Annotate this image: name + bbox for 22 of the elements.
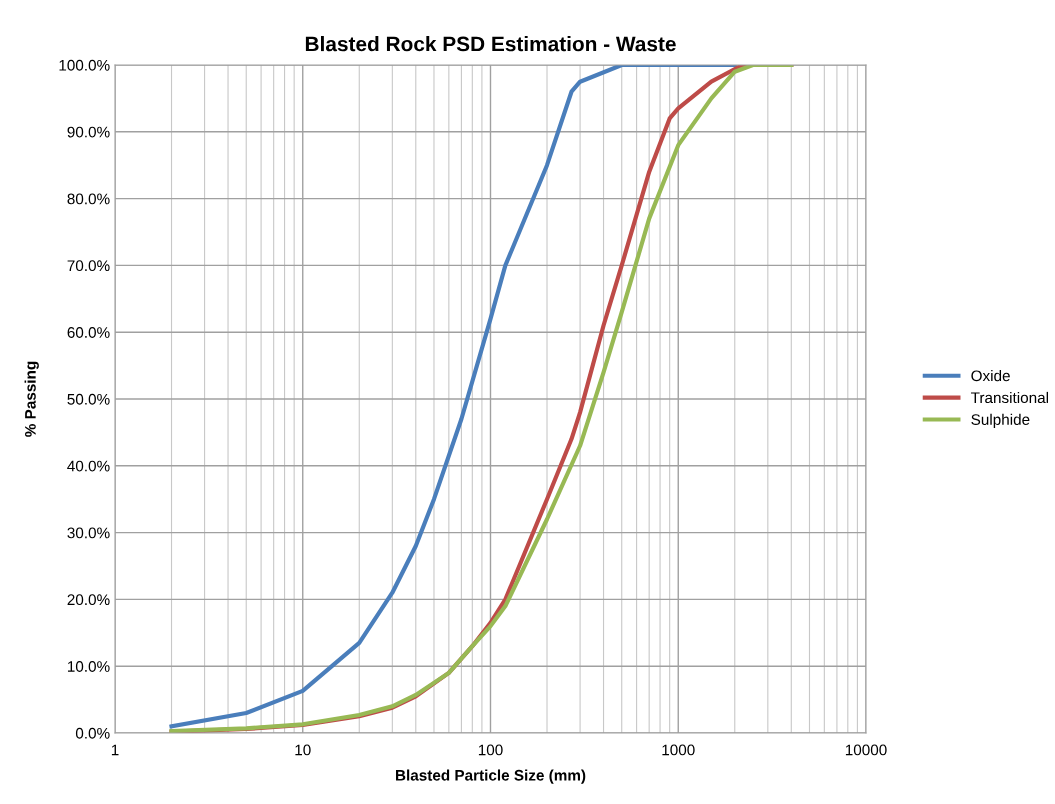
y-tick-label: 90.0% — [67, 126, 110, 138]
y-tick-label: 0.0% — [75, 727, 110, 739]
x-tick-label: 100 — [478, 744, 503, 756]
x-tick-label: 10 — [295, 744, 311, 756]
chart-title: Blasted Rock PSD Estimation - Waste — [305, 36, 676, 52]
y-tick-label: 50.0% — [67, 393, 110, 405]
y-tick-label: 100.0% — [59, 59, 110, 71]
y-tick-label: 60.0% — [67, 327, 110, 338]
y-tick-label: 10.0% — [67, 661, 110, 672]
y-axis-title: % Passing — [24, 361, 39, 437]
x-tick-label: 1000 — [662, 744, 695, 756]
y-tick-label: 40.0% — [67, 460, 110, 472]
legend-label: Oxide — [971, 370, 1010, 382]
y-tick-label: 70.0% — [67, 260, 110, 272]
legend-label: Transitional — [970, 391, 1049, 404]
x-tick-label: 1 — [111, 744, 119, 756]
y-tick-label: 20.0% — [67, 594, 110, 606]
x-axis-title: Blasted Particle Size (mm) — [396, 769, 586, 784]
legend-label: Sulphide — [971, 413, 1030, 428]
x-tick-label: 10000 — [845, 744, 887, 756]
y-tick-label: 80.0% — [67, 193, 110, 205]
y-tick-label: 30.0% — [67, 527, 110, 539]
